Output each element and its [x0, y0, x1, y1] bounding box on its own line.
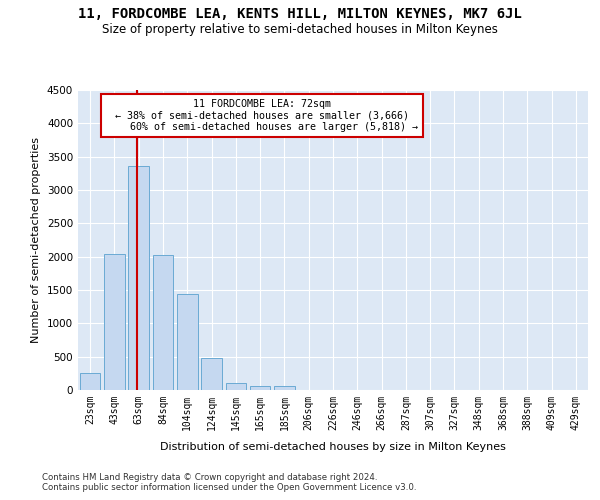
Text: 11, FORDCOMBE LEA, KENTS HILL, MILTON KEYNES, MK7 6JL: 11, FORDCOMBE LEA, KENTS HILL, MILTON KE…: [78, 8, 522, 22]
Text: Size of property relative to semi-detached houses in Milton Keynes: Size of property relative to semi-detach…: [102, 22, 498, 36]
Bar: [274, 386, 295, 390]
Bar: [250, 386, 271, 390]
Bar: [226, 383, 246, 390]
Bar: [80, 373, 100, 390]
Bar: [201, 358, 222, 390]
Bar: [104, 254, 125, 390]
Y-axis label: Number of semi-detached properties: Number of semi-detached properties: [31, 137, 41, 343]
Text: 11 FORDCOMBE LEA: 72sqm
← 38% of semi-detached houses are smaller (3,666)
    60: 11 FORDCOMBE LEA: 72sqm ← 38% of semi-de…: [106, 99, 418, 132]
Bar: [177, 294, 197, 390]
Bar: [152, 254, 173, 390]
Bar: [128, 166, 149, 390]
Text: Contains public sector information licensed under the Open Government Licence v3: Contains public sector information licen…: [42, 482, 416, 492]
Text: Distribution of semi-detached houses by size in Milton Keynes: Distribution of semi-detached houses by …: [160, 442, 506, 452]
Text: Contains HM Land Registry data © Crown copyright and database right 2024.: Contains HM Land Registry data © Crown c…: [42, 472, 377, 482]
